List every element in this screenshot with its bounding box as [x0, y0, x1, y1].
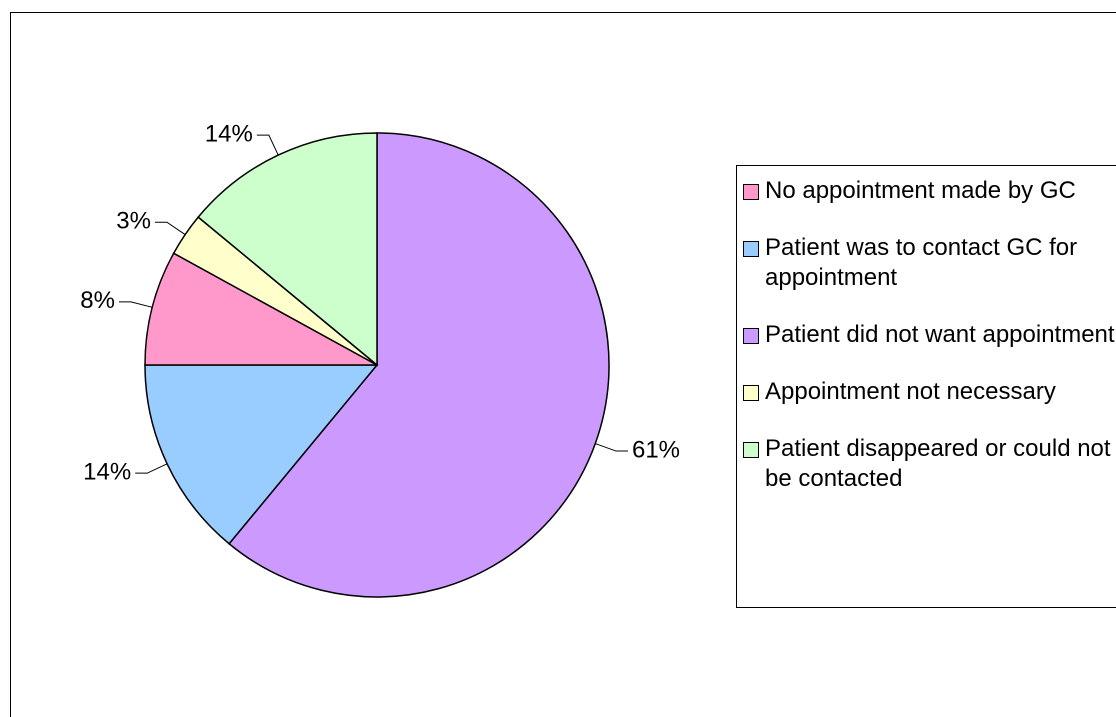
- pie-slice: [144, 364, 379, 545]
- legend-item: Patient did not want appointment: [743, 320, 1116, 350]
- legend-item: Patient disappeared or could not be cont…: [743, 434, 1116, 494]
- pie-slice: [228, 132, 610, 598]
- legend-label: Patient did not want appointment: [765, 321, 1115, 348]
- pie-slice: [197, 132, 378, 367]
- legend-label: Appointment not necessary: [765, 378, 1056, 405]
- pie-slice: [144, 252, 378, 366]
- leader-line: [154, 221, 186, 236]
- data-label: 8%: [80, 287, 115, 314]
- legend-item: Appointment not necessary: [743, 377, 1116, 407]
- leader-line: [595, 443, 628, 452]
- legend-swatch: [743, 241, 759, 257]
- legend-label: No appointment made by GC: [765, 177, 1076, 204]
- leader-line: [118, 301, 153, 308]
- legend-item: No appointment made by GC: [743, 176, 1116, 206]
- legend-swatch: [743, 385, 759, 401]
- legend-swatch: [743, 184, 759, 200]
- data-label: 14%: [205, 121, 253, 148]
- legend-swatch: [743, 442, 759, 458]
- frame: [10, 12, 1116, 717]
- leader-line: [135, 463, 168, 474]
- data-label: 3%: [116, 208, 151, 235]
- data-label: 14%: [83, 458, 131, 485]
- legend-item: Patient was to contact GC for appointmen…: [743, 233, 1116, 293]
- legend: No appointment made by GC Patient was to …: [736, 165, 1116, 608]
- leader-line: [256, 134, 279, 156]
- legend-swatch: [743, 328, 759, 344]
- legend-label: Patient disappeared or could not be cont…: [765, 435, 1111, 492]
- legend-label: Patient was to contact GC for appointmen…: [765, 234, 1078, 291]
- data-label: 61%: [632, 436, 680, 463]
